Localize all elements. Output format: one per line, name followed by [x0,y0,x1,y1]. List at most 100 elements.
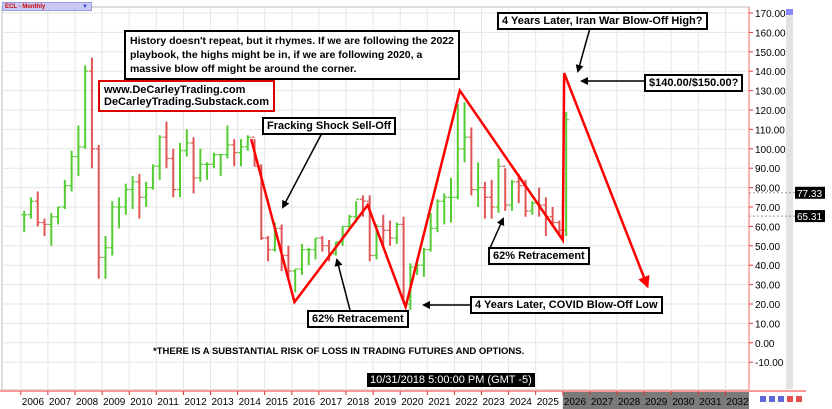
x-tick-label: 2011 [157,397,179,408]
x-tick-label: 2032 [726,397,749,408]
price-bar [41,218,48,237]
price-bar [183,129,190,157]
x-tick-label: 2009 [103,397,126,408]
x-tick-label: 2015 [266,397,289,408]
y-tick-label: 140.00 [755,67,786,78]
y-tick-label: 60.00 [755,222,780,233]
x-tick-label: 2012 [184,397,207,408]
y-tick-label: 160.00 [755,28,786,39]
price-bar [143,181,150,207]
retracement-label-1: 62% Retracement [307,310,409,328]
price-bar [177,142,184,198]
nav-button[interactable] [769,396,775,402]
risk-disclaimer: *THERE IS A SUBSTANTIAL RISK OF LOSS IN … [153,346,525,357]
price-marker-label: 65.31 [797,212,822,223]
price-bar [82,65,89,149]
price-bar [122,183,129,215]
price-bar [156,135,163,180]
y-tick-label: 110.00 [755,125,785,136]
x-tick-label: 2028 [618,397,641,408]
nav-button[interactable] [787,396,793,402]
price-bars [21,57,570,310]
y-tick-label: 50.00 [755,242,780,253]
y-tick-label: 0.00 [755,339,775,350]
price-bar [149,164,156,190]
x-tick-label: 2016 [293,397,316,408]
price-bar [265,236,272,262]
x-tick-label: 2022 [455,397,478,408]
symbol-selector[interactable]: ECL - Monthly ▼ [2,2,92,11]
price-bar [170,148,177,198]
price-bar [468,127,475,196]
iran-arrow [575,27,591,73]
note-line: History doesn't repeat, but it rhymes. I… [130,35,454,47]
chevron-down-icon[interactable]: ▼ [82,4,88,10]
x-tick-label: 2014 [239,397,262,408]
price-bar [461,102,468,163]
price-bar [434,199,441,233]
x-tick-label: 2008 [76,397,99,408]
main-note-box: History doesn't repeat, but it rhymes. I… [124,30,460,80]
price-bar [420,247,427,277]
fracking-label: Fracking Shock Sell-Off [262,117,397,135]
price-bar [34,191,41,227]
note-line: massive blow off might be around the cor… [130,63,357,75]
y-tick-label: 150.00 [755,48,786,59]
x-tick-label: 2018 [347,397,370,408]
price-bar [515,174,522,204]
price-bar [61,179,68,209]
nav-button[interactable] [796,396,802,402]
price-bar [197,148,204,182]
x-tick-label: 2025 [537,397,560,408]
x-tick-label: 2023 [483,397,506,408]
x-tick-label: 2006 [22,397,45,408]
covid-label: 4 Years Later, COVID Blow-Off Low [470,296,663,314]
note-line: playbook, the highs might be in, if we a… [130,49,423,61]
price-bar [95,144,102,279]
price-bar [55,206,62,225]
y-tick-label: 20.00 [755,300,780,311]
y-tick-label: 80.00 [755,184,780,195]
price-bar [116,197,123,229]
price-bar [102,236,109,279]
y-tick-label: 120.00 [755,106,786,117]
scroll-handle[interactable] [786,9,793,15]
nav-button[interactable] [760,396,766,402]
x-tick-label: 2029 [645,397,668,408]
price-bar [285,245,292,277]
price-bar [454,104,461,200]
price-bar [508,179,515,211]
y-tick-label: 90.00 [755,164,780,175]
price-marker [795,186,825,199]
price-bar [393,222,400,244]
price-bar [427,212,434,252]
x-tick-label: 2017 [320,397,343,408]
nav-button[interactable] [778,396,784,402]
price-bar [244,135,251,151]
price-bar [346,214,353,229]
substack-link[interactable]: DeCarleyTrading.Substack.com [104,96,270,108]
x-tick-label: 2013 [212,397,235,408]
y-tick-label: 130.00 [755,87,786,98]
price-bar [237,139,244,167]
price-bar [88,57,95,169]
symbol-label: ECL - Monthly [5,4,46,10]
x-tick-label: 2010 [130,397,153,408]
fracking-arrow [282,132,323,209]
website-link[interactable]: www.DeCarleyTrading.com [104,84,246,96]
x-tick-label: 2030 [672,397,695,408]
price-bar [217,154,224,176]
price-bar [481,181,488,219]
price-bar [48,212,55,246]
price-bar [129,175,136,209]
price-bar [305,247,312,266]
price-bar [495,158,502,213]
y-tick-label: 40.00 [755,261,780,272]
websites-box: www.DeCarleyTrading.com DeCarleyTrading.… [98,80,276,112]
zigzag-projection-line [249,72,650,312]
vertical-scrollbar[interactable] [786,9,793,389]
x-tick-label: 2007 [49,397,72,408]
price-marker-label: 77.33 [797,189,822,200]
price-marker [795,210,825,223]
price-bar [224,125,231,159]
